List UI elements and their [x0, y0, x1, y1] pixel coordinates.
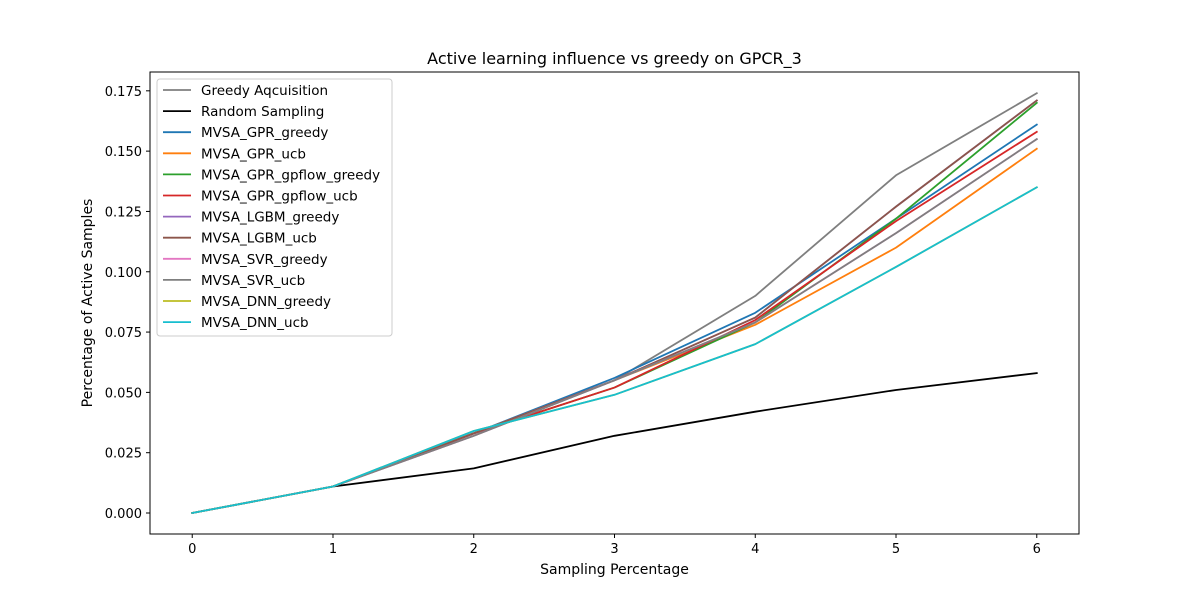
y-tick-label: 0.025	[105, 447, 142, 462]
x-tick-label: 3	[610, 542, 618, 557]
y-tick-label: 0.000	[105, 507, 142, 522]
y-axis: 0.000 0.025 0.050 0.075 0.100 0.125 0.150 0.175	[105, 85, 150, 522]
y-tick-label: 0.075	[105, 326, 142, 341]
y-axis-title: Percentage of Active Samples	[80, 199, 96, 408]
legend-label-11: MVSA_DNN_ucb	[201, 315, 309, 331]
y-tick-label: 0.125	[105, 205, 142, 220]
x-tick-label: 1	[329, 542, 337, 557]
legend-label-2: MVSA_GPR_greedy	[201, 125, 328, 141]
x-tick-label: 6	[1033, 542, 1041, 557]
x-axis: 0 1 2 3 4 5 6	[188, 534, 1041, 557]
legend-label-7: MVSA_LGBM_ucb	[201, 231, 317, 247]
legend-label-3: MVSA_GPR_ucb	[201, 146, 306, 162]
x-tick-label: 0	[188, 542, 196, 557]
legend: Greedy Aqcuisition Random Sampling MVSA_GP…	[156, 78, 393, 337]
series-layer	[191, 91, 1039, 515]
legend-label-1: Random Sampling	[201, 104, 324, 120]
legend-label-8: MVSA_SVR_greedy	[201, 252, 328, 268]
legend-label-5: MVSA_GPR_gpflow_ucb	[201, 189, 358, 205]
legend-label-0: Greedy Aqcuisition	[201, 83, 328, 99]
y-tick-label: 0.100	[105, 266, 142, 281]
y-tick-label: 0.050	[105, 386, 142, 401]
legend-label-6: MVSA_LGBM_greedy	[201, 210, 339, 226]
x-axis-title: Sampling Percentage	[540, 562, 689, 578]
x-tick-label: 2	[470, 542, 478, 557]
y-tick-label: 0.175	[105, 85, 142, 100]
y-tick-label: 0.150	[105, 145, 142, 160]
x-tick-label: 5	[892, 542, 900, 557]
legend-box	[156, 78, 393, 337]
legend-label-4: MVSA_GPR_gpflow_greedy	[201, 167, 380, 183]
legend-label-10: MVSA_DNN_greedy	[201, 294, 331, 310]
chart-title: Active learning influence vs greedy on G…	[427, 49, 802, 69]
series-line-11	[191, 186, 1038, 515]
legend-label-9: MVSA_SVR_ucb	[201, 273, 305, 289]
x-tick-label: 4	[751, 542, 759, 557]
